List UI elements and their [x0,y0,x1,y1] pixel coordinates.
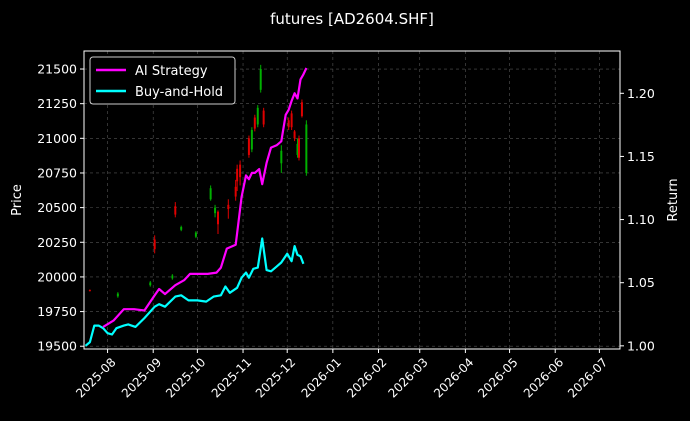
candle-body [297,138,300,158]
y-tick-label: 20750 [37,165,77,180]
candle-body [236,168,239,182]
y2-tick-label: 1.15 [627,149,655,164]
series-lines [84,67,308,347]
legend: AI Strategy Buy-and-Hold [89,56,236,105]
legend-box [89,56,236,105]
y2-tick-label: 1.05 [627,275,655,290]
y-tick-label: 20000 [37,269,77,284]
candle-body [234,186,237,197]
candle-body [209,188,212,200]
series-line-buy-and-hold [84,237,305,347]
candle-body [262,110,265,125]
y2-tick-label: 1.10 [627,212,655,227]
candle-body [300,102,303,117]
candle-body [214,207,217,214]
y-tick-label: 19750 [37,304,77,319]
candle-body [174,206,177,215]
candle-body [296,143,299,155]
candle-body [227,204,230,210]
series-line-ai-strategy [102,67,308,328]
y-tick-label: 21500 [37,62,77,77]
candle-body [290,113,293,128]
candle-body [149,282,152,286]
candle-body [259,69,262,90]
candle-body [256,107,259,125]
legend-label-buy-and-hold: Buy-and-Hold [135,85,223,100]
candlesticks [88,64,308,298]
y2-axis-label: Return [666,178,681,221]
candle-body [253,117,256,129]
candle-body [305,124,308,173]
y-tick-label: 20250 [37,235,77,250]
y-axis-right: 1.00 1.05 1.10 1.15 1.20 [620,86,655,353]
plot-frame [83,50,621,350]
y-axis-label: Price [10,184,25,216]
y-tick-label: 21000 [37,131,77,146]
candle-body [217,211,219,225]
candle-body [293,131,296,139]
grid [84,51,620,349]
candle-body [194,232,197,237]
chart-title: futures [AD2604.SHF] [270,10,434,28]
legend-label-ai-strategy: AI Strategy [135,64,208,79]
candle-body [153,239,156,250]
candle-body [239,164,242,178]
candle-body [287,120,290,128]
y2-tick-label: 1.00 [627,338,655,353]
candle-body [280,150,283,164]
candle-body [116,293,119,297]
y-tick-label: 19500 [37,339,77,354]
y-tick-label: 21250 [37,96,77,111]
candle-body [250,130,253,150]
y-tick-label: 20500 [37,200,77,215]
candle-body [88,290,91,292]
candle-body [247,138,250,155]
y2-tick-label: 1.20 [627,86,655,101]
candle-body [180,227,183,230]
y-axis-left: 19500 19750 20000 20250 20500 20750 21000 21250… [37,62,84,354]
candle-body [171,275,174,279]
